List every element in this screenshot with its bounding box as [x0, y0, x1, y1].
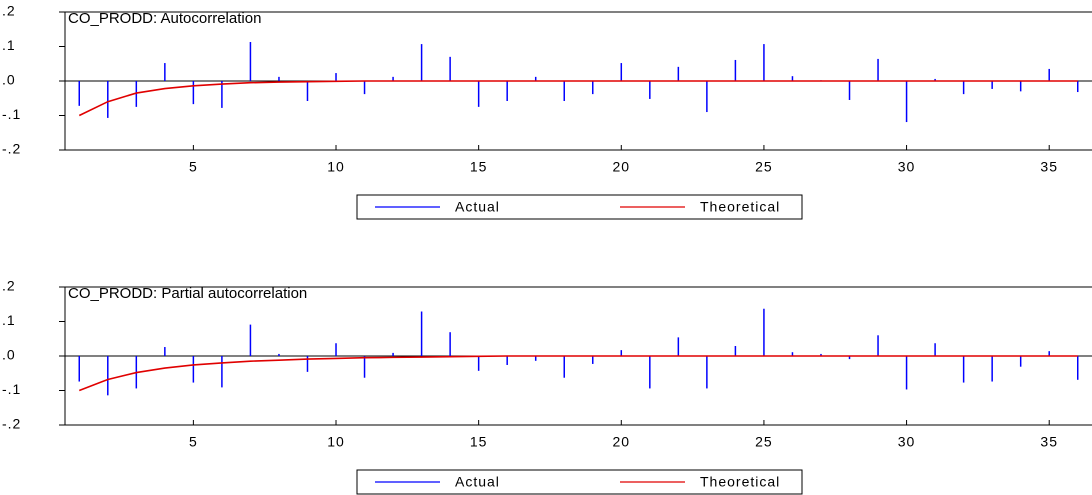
y-tick-label: .1	[2, 312, 16, 328]
x-tick-label: 5	[189, 434, 198, 450]
x-tick-label: 20	[613, 434, 631, 450]
legend-label: Actual	[455, 474, 500, 490]
x-tick-label: 25	[755, 159, 773, 175]
x-tick-label: 20	[613, 159, 631, 175]
y-tick-label: .2	[2, 3, 16, 19]
y-tick-label: .0	[2, 72, 16, 88]
theoretical-line	[78, 355, 1078, 392]
chart-title: CO_PRODD: Partial autocorrelation	[68, 285, 307, 302]
y-tick-label: .2	[2, 278, 16, 294]
y-tick-label: .0	[2, 347, 16, 363]
x-tick-label: 25	[755, 434, 773, 450]
y-tick-label: -.1	[2, 106, 21, 122]
legend-label: Theoretical	[700, 199, 780, 215]
x-tick-label: 5	[189, 159, 198, 175]
y-tick-label: -.2	[2, 141, 21, 157]
x-tick-label: 10	[327, 434, 345, 450]
theoretical-line	[78, 80, 1078, 117]
y-tick-label: .1	[2, 37, 16, 53]
y-tick-label: -.1	[2, 381, 21, 397]
x-tick-label: 30	[898, 159, 916, 175]
x-tick-label: 10	[327, 159, 345, 175]
legend-label: Actual	[455, 199, 500, 215]
x-tick-label: 35	[1040, 159, 1058, 175]
x-tick-label: 35	[1040, 434, 1058, 450]
x-tick-label: 15	[470, 159, 488, 175]
chart-title: CO_PRODD: Autocorrelation	[68, 10, 261, 27]
legend-label: Theoretical	[700, 474, 780, 490]
x-tick-label: 15	[470, 434, 488, 450]
x-tick-label: 30	[898, 434, 916, 450]
y-tick-label: -.2	[2, 416, 21, 432]
